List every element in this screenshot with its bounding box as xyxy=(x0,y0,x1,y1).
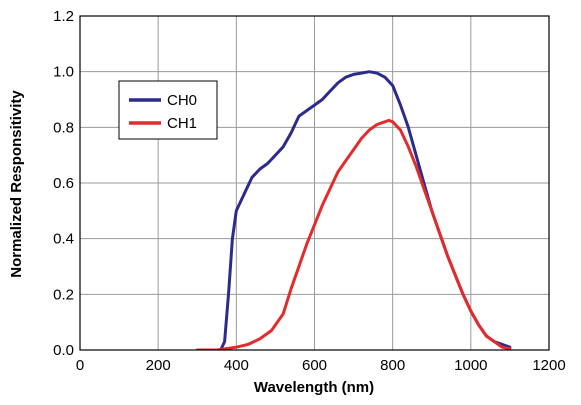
series-line-ch1 xyxy=(195,118,512,350)
y-tick-label: 0.0 xyxy=(53,342,74,359)
y-tick-label: 0.8 xyxy=(53,119,74,136)
x-tick-label: 1200 xyxy=(532,357,565,374)
x-tick-label: 400 xyxy=(224,357,249,374)
series-line-ch0 xyxy=(219,70,512,350)
x-tick-labels: 0 200 400 600 800 1000 1200 xyxy=(76,357,566,374)
grid xyxy=(80,16,549,350)
x-tick-label: 600 xyxy=(302,357,327,374)
plot-frame xyxy=(79,15,550,351)
x-tick-label: 0 xyxy=(76,357,84,374)
y-tick-label: 0.6 xyxy=(53,175,74,192)
x-tick-label: 1000 xyxy=(454,357,487,374)
y-tick-label: 1.0 xyxy=(53,64,74,81)
y-tick-labels: 0.0 0.2 0.4 0.6 0.8 1.0 1.2 xyxy=(53,8,74,359)
legend-label-ch0: CH0 xyxy=(167,92,197,109)
series-layer xyxy=(195,70,512,350)
legend-box xyxy=(118,80,218,140)
legend-label-ch1: CH1 xyxy=(167,115,197,132)
legend: CH0 CH1 xyxy=(118,80,218,140)
y-tick-label: 0.4 xyxy=(53,231,74,248)
x-tick-label: 200 xyxy=(146,357,171,374)
x-tick-label: 800 xyxy=(380,357,405,374)
y-axis-title: Normalized Responsitivity xyxy=(8,90,25,278)
x-axis-title: Wavelength (nm) xyxy=(254,379,374,396)
y-tick-label: 1.2 xyxy=(53,8,74,25)
y-tick-label: 0.2 xyxy=(53,286,74,303)
